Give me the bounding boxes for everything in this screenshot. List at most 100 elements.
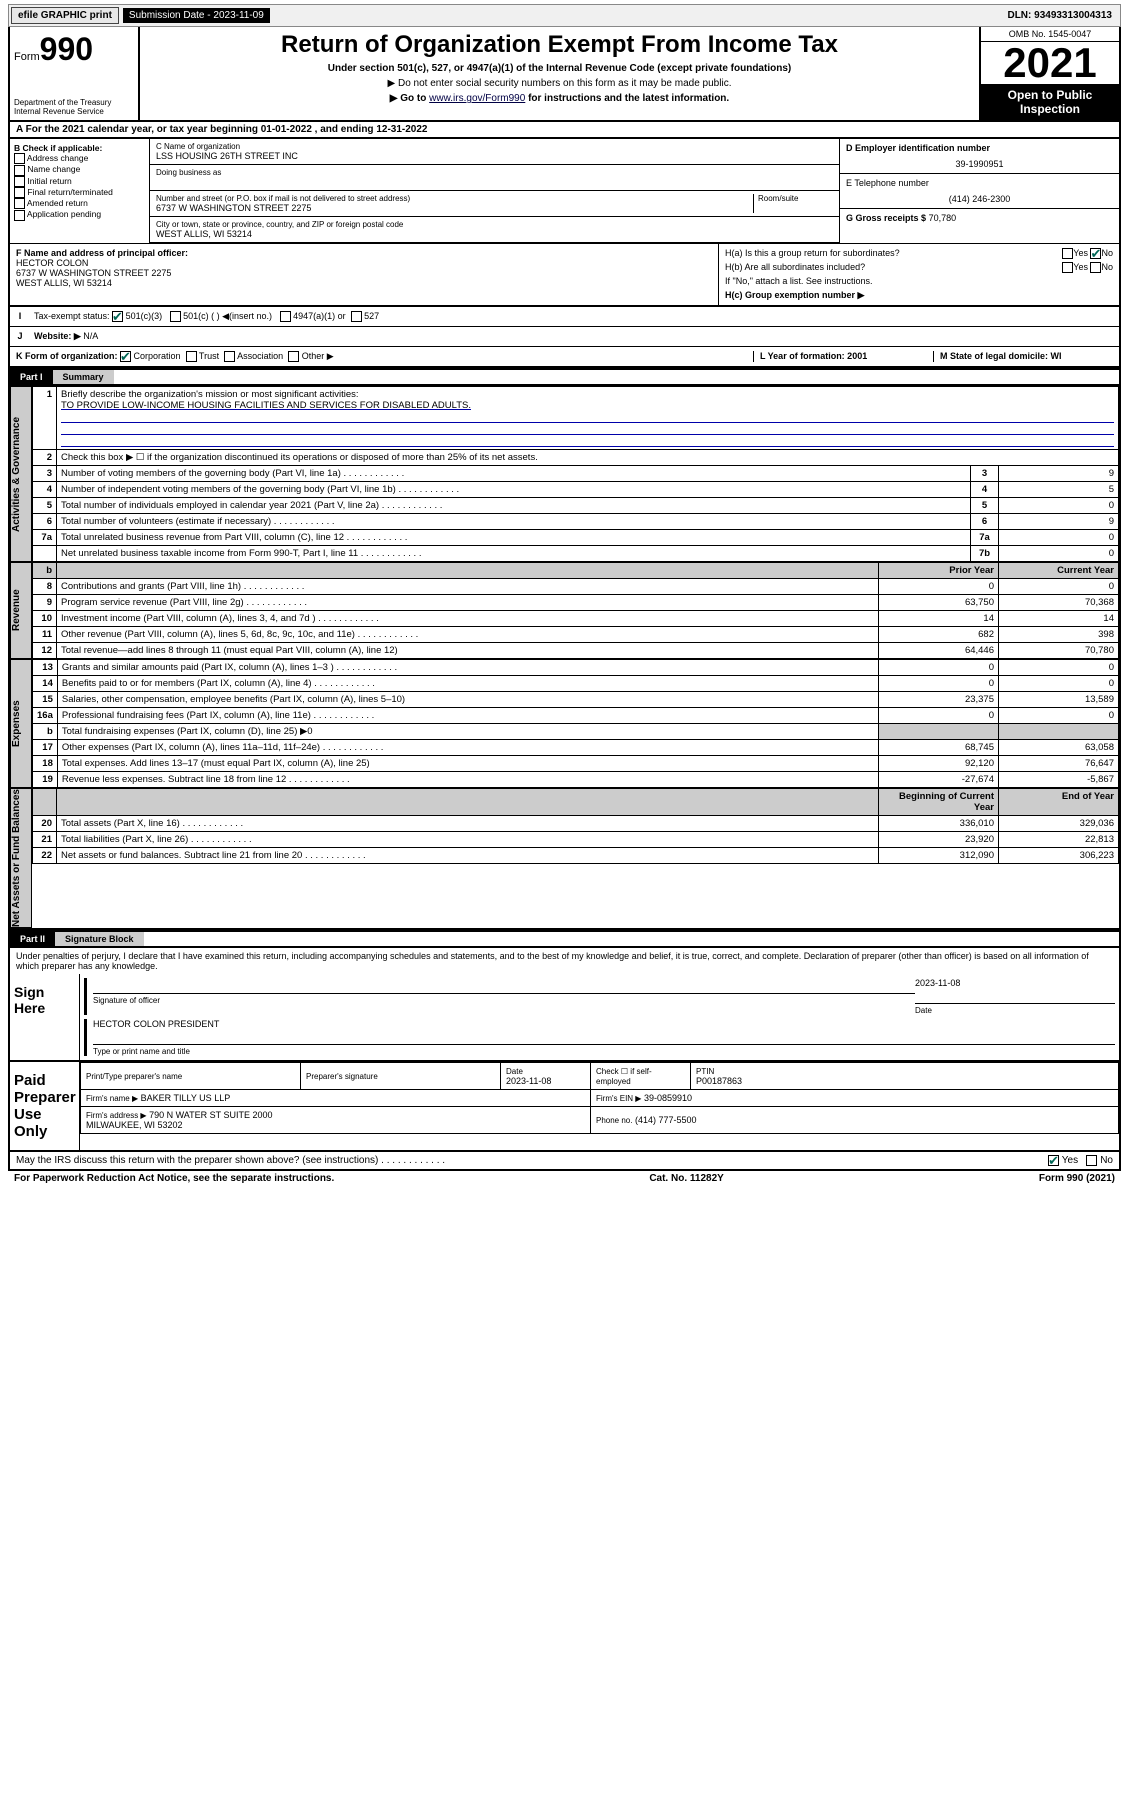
side-governance: Activities & Governance: [10, 386, 32, 562]
open-public-badge: Open to Public Inspection: [981, 84, 1119, 120]
rev-10-py: 14: [879, 611, 999, 627]
dept-treasury: Department of the Treasury Internal Reve…: [14, 98, 134, 116]
val-7b: 0: [999, 546, 1119, 562]
officer-name-title: HECTOR COLON PRESIDENT: [93, 1019, 1115, 1029]
dln: DLN: 93493313004313: [1001, 8, 1118, 23]
cb-501c[interactable]: [170, 311, 181, 322]
exp-18-py: 92,120: [879, 756, 999, 772]
row-i-tax-status: I Tax-exempt status: 501(c)(3) 501(c) ( …: [8, 307, 1121, 327]
cb-ha-yes[interactable]: [1062, 248, 1073, 259]
cb-amended[interactable]: [14, 198, 25, 209]
tax-year: 2021: [981, 42, 1119, 84]
cb-ha-no[interactable]: [1090, 248, 1101, 259]
col-b-checkboxes: B Check if applicable: Address change Na…: [10, 139, 150, 243]
efile-button[interactable]: efile GRAPHIC print: [11, 7, 119, 24]
cb-hb-no[interactable]: [1090, 262, 1101, 273]
exp-15-cy: 13,589: [999, 692, 1119, 708]
year-formation: L Year of formation: 2001: [753, 351, 933, 362]
ha-label: H(a) Is this a group return for subordin…: [725, 248, 900, 258]
exp-14-cy: 0: [999, 676, 1119, 692]
exp-15-py: 23,375: [879, 692, 999, 708]
net-21-e: 22,813: [999, 832, 1119, 848]
section-revenue: Revenue bPrior YearCurrent Year 8Contrib…: [8, 562, 1121, 659]
dba-label: Doing business as: [156, 168, 833, 177]
rev-11-cy: 398: [999, 627, 1119, 643]
street-address: 6737 W WASHINGTON STREET 2275: [156, 203, 753, 213]
room-label: Room/suite: [758, 194, 833, 203]
instr-ssn: ▶ Do not enter social security numbers o…: [148, 78, 971, 89]
gross-receipts: 70,780: [929, 213, 957, 223]
net-20-b: 336,010: [879, 816, 999, 832]
org-name: LSS HOUSING 26TH STREET INC: [156, 151, 833, 161]
check-self-employed: Check ☐ if self-employed: [596, 1067, 652, 1086]
cb-other[interactable]: [288, 351, 299, 362]
val-7a: 0: [999, 530, 1119, 546]
type-name-label: Type or print name and title: [93, 1047, 1115, 1056]
tel-label: E Telephone number: [846, 178, 929, 188]
rev-12-cy: 70,780: [999, 643, 1119, 659]
cb-discuss-no[interactable]: [1086, 1155, 1097, 1166]
city-state-zip: WEST ALLIS, WI 53214: [156, 229, 833, 239]
net-21-b: 23,920: [879, 832, 999, 848]
exp-13-cy: 0: [999, 660, 1119, 676]
part2-header: Part IISignature Block: [8, 930, 1121, 948]
ein-label: D Employer identification number: [846, 143, 990, 153]
state-domicile: M State of legal domicile: WI: [933, 351, 1113, 362]
cat-number: Cat. No. 11282Y: [649, 1173, 723, 1184]
row-a-tax-year: A For the 2021 calendar year, or tax yea…: [8, 122, 1121, 139]
signature-block: Sign Here Signature of officer 2023-11-0…: [8, 974, 1121, 1062]
cb-trust[interactable]: [186, 351, 197, 362]
row-j-website: J Website: ▶ N/A: [8, 327, 1121, 347]
rev-8-cy: 0: [999, 579, 1119, 595]
firm-name: BAKER TILLY US LLP: [141, 1093, 231, 1103]
cb-name-change[interactable]: [14, 165, 25, 176]
hc-label: H(c) Group exemption number ▶: [725, 290, 864, 300]
exp-19-py: -27,674: [879, 772, 999, 788]
cb-initial-return[interactable]: [14, 176, 25, 187]
exp-13-py: 0: [879, 660, 999, 676]
rev-11-py: 682: [879, 627, 999, 643]
val-5: 0: [999, 498, 1119, 514]
paid-preparer-label: Paid Preparer Use Only: [10, 1062, 80, 1150]
cb-corporation[interactable]: [120, 351, 131, 362]
city-label: City or town, state or province, country…: [156, 220, 833, 229]
website-value: N/A: [83, 331, 98, 341]
exp-16b-py: [879, 724, 999, 740]
irs-link[interactable]: www.irs.gov/Form990: [429, 93, 525, 104]
net-22-b: 312,090: [879, 848, 999, 864]
prep-date: 2023-11-08: [506, 1076, 551, 1086]
officer-addr1: 6737 W WASHINGTON STREET 2275: [16, 268, 171, 278]
rev-10-cy: 14: [999, 611, 1119, 627]
hb-label: H(b) Are all subordinates included?: [725, 262, 865, 272]
side-expenses: Expenses: [10, 659, 32, 788]
paid-preparer-block: Paid Preparer Use Only Print/Type prepar…: [8, 1062, 1121, 1152]
cb-hb-yes[interactable]: [1062, 262, 1073, 273]
cb-association[interactable]: [224, 351, 235, 362]
net-22-e: 306,223: [999, 848, 1119, 864]
section-net-assets: Net Assets or Fund Balances Beginning of…: [8, 788, 1121, 930]
sig-date: 2023-11-08: [915, 978, 1115, 988]
cb-4947[interactable]: [280, 311, 291, 322]
form-title: Return of Organization Exempt From Incom…: [148, 31, 971, 59]
discuss-row: May the IRS discuss this return with the…: [8, 1152, 1121, 1171]
pra-notice: For Paperwork Reduction Act Notice, see …: [14, 1173, 334, 1184]
exp-16a-cy: 0: [999, 708, 1119, 724]
page-footer: For Paperwork Reduction Act Notice, see …: [8, 1171, 1121, 1186]
jurat-text: Under penalties of perjury, I declare th…: [8, 948, 1121, 974]
cb-address-change[interactable]: [14, 153, 25, 164]
cb-527[interactable]: [351, 311, 362, 322]
exp-14-py: 0: [879, 676, 999, 692]
form-header: Form990 Department of the Treasury Inter…: [8, 27, 1121, 122]
rev-12-py: 64,446: [879, 643, 999, 659]
efile-topbar: efile GRAPHIC print Submission Date - 20…: [8, 4, 1121, 27]
cb-app-pending[interactable]: [14, 210, 25, 221]
cb-discuss-yes[interactable]: [1048, 1155, 1059, 1166]
val-4: 5: [999, 482, 1119, 498]
sig-officer-label: Signature of officer: [93, 996, 915, 1005]
exp-19-cy: -5,867: [999, 772, 1119, 788]
form-footer: Form 990 (2021): [1039, 1173, 1115, 1184]
firm-phone: (414) 777-5500: [635, 1115, 697, 1125]
cb-final-return[interactable]: [14, 187, 25, 198]
ptin-value: P00187863: [696, 1076, 742, 1086]
cb-501c3[interactable]: [112, 311, 123, 322]
